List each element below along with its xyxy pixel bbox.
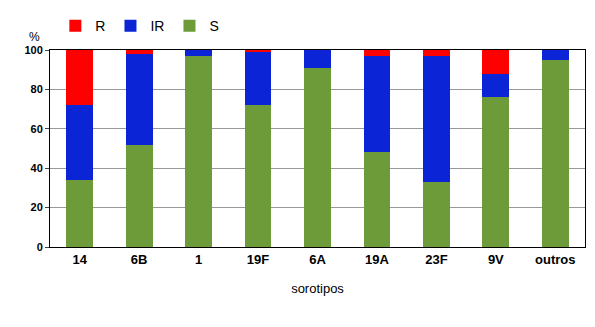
svg-text:9V: 9V — [488, 252, 504, 267]
svg-text:%: % — [29, 30, 40, 44]
svg-text:outros: outros — [535, 252, 575, 267]
svg-text:100: 100 — [24, 44, 42, 56]
svg-text:20: 20 — [31, 201, 43, 213]
svg-text:1: 1 — [195, 252, 202, 267]
svg-text:19A: 19A — [365, 252, 389, 267]
svg-text:6B: 6B — [131, 252, 148, 267]
svg-text:40: 40 — [31, 162, 43, 174]
svg-text:14: 14 — [72, 252, 87, 267]
svg-text:6A: 6A — [309, 252, 326, 267]
svg-text:S: S — [209, 18, 218, 34]
svg-text:IR: IR — [150, 18, 164, 34]
svg-text:0: 0 — [37, 241, 43, 253]
svg-text:23F: 23F — [425, 252, 447, 267]
svg-text:80: 80 — [31, 83, 43, 95]
svg-text:60: 60 — [31, 123, 43, 135]
svg-text:sorotipos: sorotipos — [291, 281, 344, 296]
svg-text:19F: 19F — [247, 252, 269, 267]
svg-text:R: R — [95, 18, 105, 34]
